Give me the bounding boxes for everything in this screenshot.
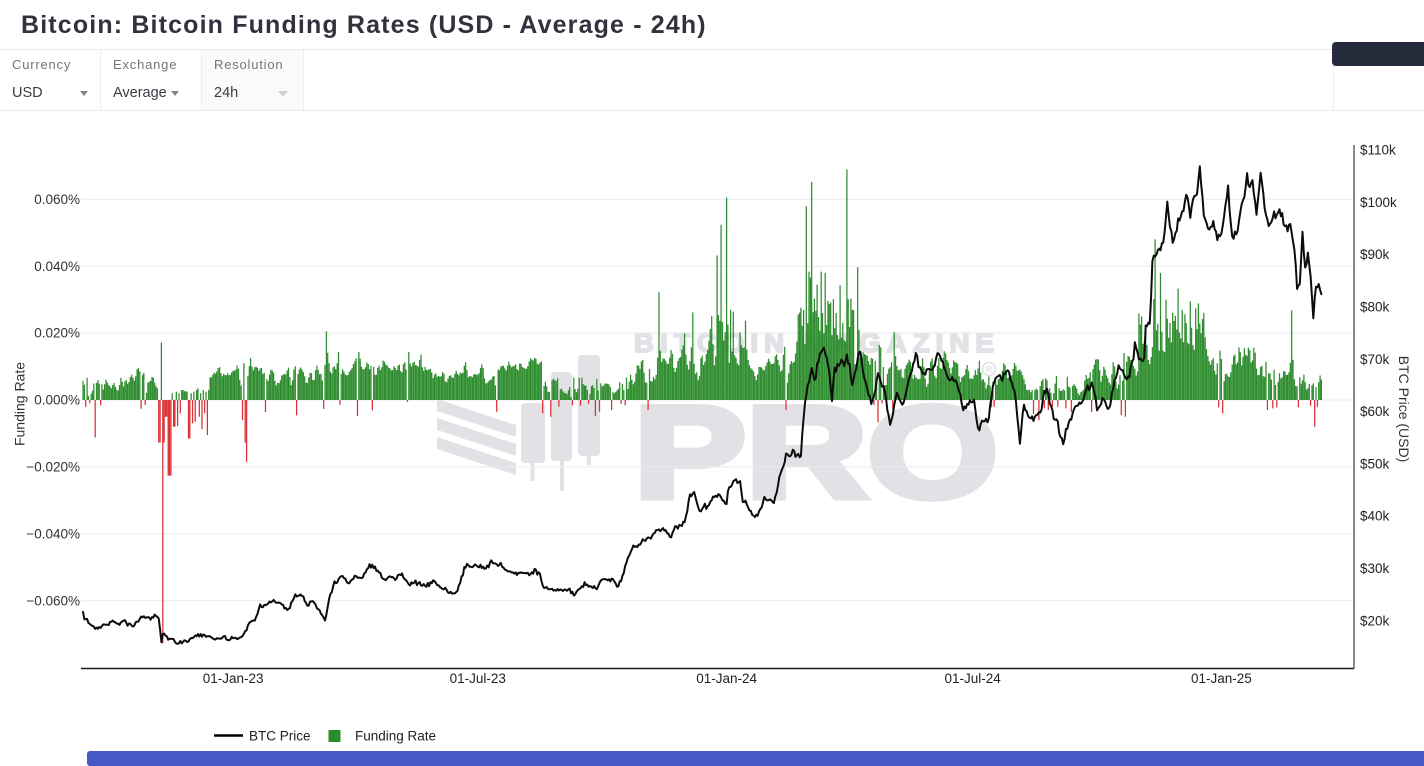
svg-text:Funding Rate: Funding Rate (12, 362, 28, 446)
svg-text:0.040%: 0.040% (34, 259, 80, 274)
svg-text:0.020%: 0.020% (34, 326, 80, 341)
svg-text:0.060%: 0.060% (34, 192, 80, 207)
svg-text:01-Jul-23: 01-Jul-23 (450, 671, 506, 686)
svg-text:01-Jan-23: 01-Jan-23 (203, 671, 264, 686)
svg-text:R: R (986, 365, 993, 375)
svg-text:$100k: $100k (1360, 195, 1397, 210)
svg-text:$90k: $90k (1360, 247, 1390, 262)
svg-text:−0.060%: −0.060% (26, 593, 80, 608)
svg-text:01-Jan-24: 01-Jan-24 (696, 671, 757, 686)
svg-text:$70k: $70k (1360, 352, 1390, 367)
svg-text:BTC Price (USD): BTC Price (USD) (1396, 356, 1412, 463)
svg-text:BTC Price: BTC Price (249, 729, 311, 744)
svg-text:$30k: $30k (1360, 561, 1390, 576)
svg-text:−0.020%: −0.020% (26, 460, 80, 475)
svg-text:$20k: $20k (1360, 613, 1390, 628)
svg-text:PRO: PRO (634, 379, 998, 525)
svg-text:$50k: $50k (1360, 456, 1390, 471)
svg-text:01-Jan-25: 01-Jan-25 (1191, 671, 1252, 686)
svg-text:$60k: $60k (1360, 404, 1390, 419)
svg-text:−0.040%: −0.040% (26, 526, 80, 541)
svg-text:$80k: $80k (1360, 300, 1390, 315)
svg-text:$40k: $40k (1360, 509, 1390, 524)
svg-text:Funding Rate: Funding Rate (355, 729, 436, 744)
svg-text:$110k: $110k (1360, 143, 1396, 158)
svg-text:01-Jul-24: 01-Jul-24 (944, 671, 1001, 686)
svg-text:0.000%: 0.000% (34, 393, 80, 408)
